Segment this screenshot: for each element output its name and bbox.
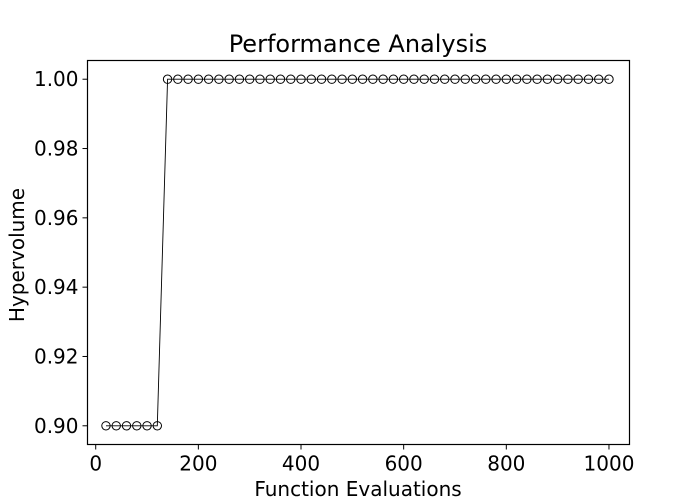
data-point — [583, 74, 594, 84]
x-tick-label: 200 — [179, 452, 217, 476]
y-tick-label: 0.94 — [34, 275, 79, 299]
y-axis-ticks: 0.90 0.92 0.94 0.96 0.98 1.00 — [34, 67, 88, 438]
data-point — [296, 74, 306, 84]
x-axis-label: Function Evaluations — [254, 477, 461, 500]
y-tick-label: 1.00 — [34, 67, 79, 91]
data-point — [275, 74, 286, 84]
data-point — [460, 74, 470, 84]
data-point — [594, 74, 604, 84]
data-point — [244, 74, 255, 84]
data-point — [214, 74, 224, 84]
data-point — [368, 74, 378, 84]
data-point — [501, 74, 512, 84]
data-point — [132, 421, 142, 431]
x-tick-label: 600 — [385, 452, 423, 476]
data-point — [409, 74, 419, 84]
data-point — [563, 74, 573, 84]
x-tick-label: 0 — [89, 452, 102, 476]
data-point — [440, 74, 450, 84]
data-point — [347, 74, 358, 84]
data-point — [121, 421, 132, 431]
data-point — [604, 74, 614, 84]
data-point — [265, 74, 275, 84]
data-point — [203, 74, 214, 84]
x-tick-label: 400 — [282, 452, 320, 476]
x-tick-label: 800 — [487, 452, 525, 476]
data-point — [111, 421, 121, 431]
data-point — [152, 421, 163, 431]
y-axis-label: Hypervolume — [5, 188, 29, 322]
data-point — [316, 74, 327, 84]
data-point — [398, 74, 409, 84]
data-point — [337, 74, 347, 84]
x-tick-label: 1000 — [584, 452, 635, 476]
data-point — [511, 74, 522, 84]
data-point — [552, 74, 563, 84]
data-point — [481, 74, 491, 84]
series-line — [105, 78, 609, 427]
data-point — [532, 74, 542, 84]
y-tick-label: 0.92 — [34, 344, 79, 368]
data-point — [357, 74, 368, 84]
chart-title: Performance Analysis — [229, 30, 488, 58]
data-point — [234, 74, 245, 84]
data-point — [193, 74, 204, 84]
data-point — [419, 74, 429, 84]
data-point — [306, 74, 316, 84]
data-point — [491, 74, 501, 84]
data-point — [224, 74, 234, 84]
data-point — [470, 74, 481, 84]
data-point — [327, 74, 337, 84]
data-point — [173, 74, 183, 84]
data-point — [388, 74, 399, 84]
data-point — [142, 421, 152, 431]
data-point — [183, 74, 193, 84]
data-point — [522, 74, 532, 84]
series-layer — [101, 74, 614, 431]
data-point — [429, 74, 440, 84]
x-axis-ticks: 0 200 400 600 800 1000 — [89, 444, 635, 476]
plot-frame — [86, 59, 631, 446]
y-tick-label: 0.98 — [34, 137, 79, 161]
y-tick-label: 0.90 — [34, 414, 79, 438]
data-point — [450, 74, 460, 84]
data-point — [542, 74, 553, 84]
data-point — [162, 74, 173, 84]
y-tick-label: 0.96 — [34, 206, 79, 230]
data-point — [101, 421, 111, 431]
data-point — [573, 74, 583, 84]
data-point — [286, 74, 296, 84]
data-point — [255, 74, 265, 84]
data-point — [378, 74, 388, 84]
